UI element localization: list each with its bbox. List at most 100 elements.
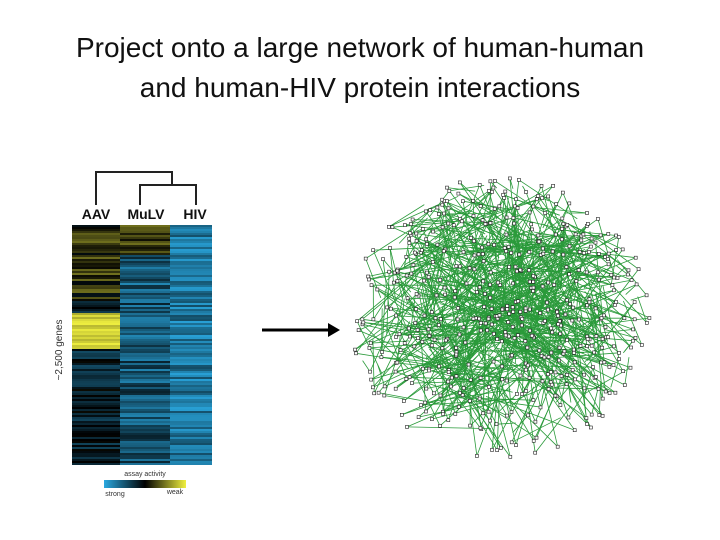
heatmap-row	[72, 415, 120, 417]
heatmap-row	[170, 245, 212, 247]
heatmap-row	[72, 423, 120, 425]
node	[549, 370, 553, 374]
heatmap-row	[170, 443, 212, 445]
node	[546, 307, 550, 312]
node	[560, 216, 565, 221]
node	[573, 377, 577, 382]
heatmap-row	[170, 333, 212, 335]
edge	[498, 393, 518, 412]
heatmap-row	[72, 367, 120, 369]
node	[565, 372, 569, 377]
heatmap-row	[72, 393, 120, 395]
node	[424, 237, 428, 242]
heatmap-row	[170, 307, 212, 309]
node	[503, 333, 508, 338]
node	[546, 372, 550, 377]
heatmap-row	[72, 241, 120, 243]
heatmap-row	[170, 357, 212, 359]
heatmap-row	[170, 271, 212, 273]
heatmap-row	[170, 253, 212, 255]
heatmap-row	[72, 435, 120, 437]
node	[424, 209, 428, 214]
node	[468, 236, 473, 240]
edge	[395, 371, 466, 397]
node	[570, 318, 575, 323]
node	[636, 267, 641, 272]
node	[477, 183, 482, 187]
edge	[588, 232, 639, 270]
node	[589, 236, 594, 241]
node	[394, 313, 398, 318]
node	[404, 255, 409, 259]
node	[540, 379, 545, 384]
legend-title: assay activity	[124, 471, 166, 478]
heatmap-row	[170, 425, 212, 427]
node	[504, 215, 509, 220]
heatmap-row	[170, 365, 212, 367]
heatmap-row	[170, 415, 212, 417]
node	[390, 225, 395, 229]
heatmap-row	[72, 383, 120, 385]
node	[606, 262, 611, 267]
node	[603, 325, 608, 329]
node	[506, 245, 511, 249]
heatmap-row	[72, 281, 120, 283]
heatmap-row	[72, 325, 120, 327]
heatmap-row	[120, 401, 170, 403]
heatmap-row	[170, 277, 212, 279]
edge	[381, 289, 386, 353]
node	[639, 343, 644, 347]
edge	[355, 268, 419, 354]
edge	[449, 274, 457, 348]
heatmap-row	[72, 303, 120, 305]
node	[509, 440, 514, 445]
heatmap-row	[120, 239, 170, 241]
edge	[430, 281, 436, 319]
node	[600, 345, 604, 350]
node	[531, 274, 536, 278]
edge	[459, 327, 478, 456]
heatmap-row	[72, 441, 120, 443]
heatmap-row	[170, 451, 212, 453]
heatmap-row	[120, 275, 170, 277]
heatmap-row	[170, 441, 212, 443]
edge	[518, 179, 578, 220]
heatmap-row	[170, 353, 212, 355]
heatmap-row	[170, 303, 212, 305]
heatmap-row	[170, 285, 212, 287]
node	[523, 367, 528, 372]
heatmap-row	[120, 441, 170, 443]
heatmap-row	[170, 387, 212, 389]
heatmap-row	[120, 357, 170, 359]
node	[455, 317, 460, 322]
dendrogram	[95, 171, 197, 205]
heatmap-row	[72, 413, 120, 415]
node	[556, 313, 560, 318]
heatmap-row	[170, 265, 212, 267]
node	[527, 210, 532, 215]
heatmap-row	[120, 433, 170, 435]
heatmap-row	[120, 281, 170, 283]
edge	[528, 303, 599, 390]
node	[558, 331, 563, 336]
heatmap-row	[120, 227, 170, 229]
heatmap-row	[72, 353, 120, 355]
node	[457, 332, 462, 337]
node	[411, 263, 416, 267]
node	[376, 390, 381, 395]
heatmap-row	[72, 305, 120, 307]
heatmap-row	[120, 393, 170, 395]
node	[507, 334, 511, 339]
heatmap-row	[170, 421, 212, 423]
node	[534, 435, 539, 440]
node	[524, 190, 528, 194]
node	[453, 289, 458, 293]
node	[488, 221, 493, 225]
node	[588, 244, 593, 249]
node	[477, 396, 482, 401]
heatmap-row	[170, 459, 212, 461]
heatmap-row	[72, 377, 120, 379]
node	[504, 232, 509, 237]
nodes	[353, 176, 652, 459]
node	[519, 323, 524, 328]
